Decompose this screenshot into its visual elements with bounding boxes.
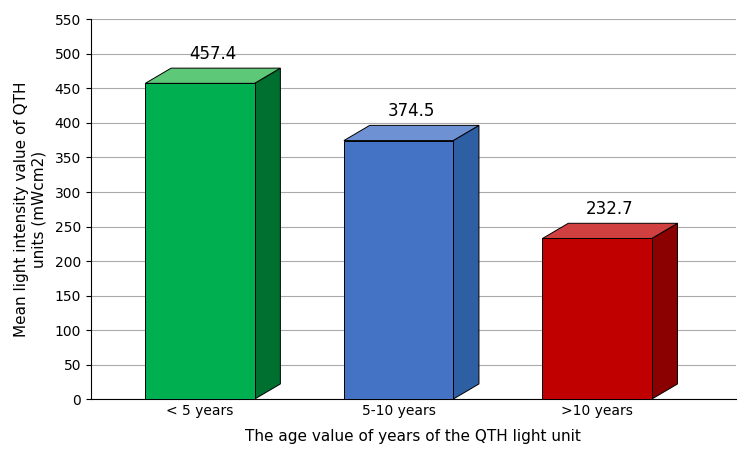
X-axis label: The age value of years of the QTH light unit: The age value of years of the QTH light … [245,429,581,444]
Polygon shape [542,224,677,239]
Polygon shape [652,224,677,399]
Text: 232.7: 232.7 [586,200,634,218]
Polygon shape [453,125,479,399]
Polygon shape [254,68,280,399]
Bar [542,239,652,399]
Y-axis label: Mean light intensity value of QTH
units (mWcm2): Mean light intensity value of QTH units … [14,82,46,337]
Text: 374.5: 374.5 [388,102,435,120]
Bar [344,141,453,399]
Polygon shape [344,125,479,141]
Bar [146,83,254,399]
Text: 457.4: 457.4 [189,44,236,63]
Polygon shape [146,68,280,83]
